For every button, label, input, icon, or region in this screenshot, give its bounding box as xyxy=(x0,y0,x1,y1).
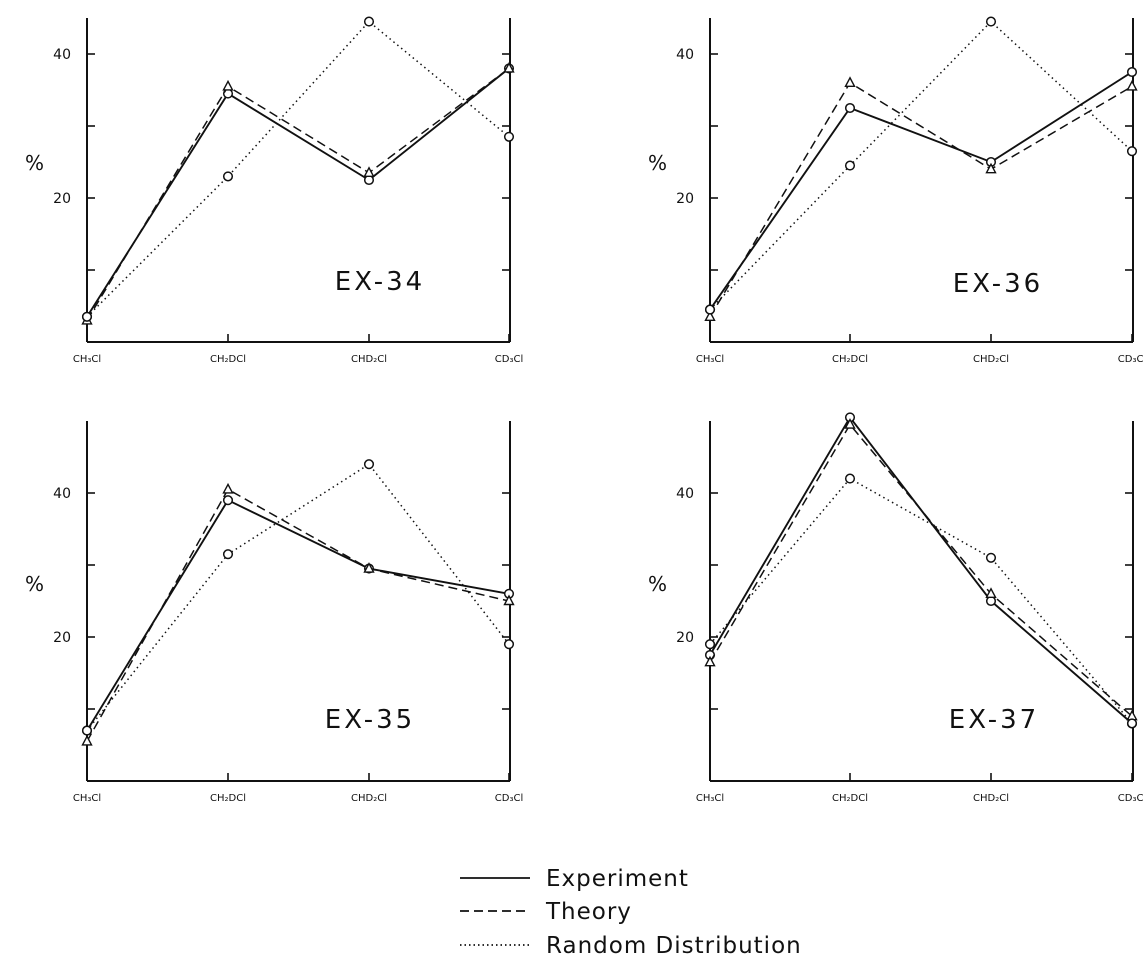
panel-title: EX-34 xyxy=(335,267,425,297)
x-tick-label: CHD₂Cl xyxy=(973,354,1009,365)
x-tick-label: CH₃Cl xyxy=(73,793,101,804)
series-line xyxy=(86,67,510,321)
data-point xyxy=(1126,146,1138,157)
data-point xyxy=(704,655,716,667)
data-point xyxy=(81,734,93,746)
y-tick-label: 20 xyxy=(53,630,71,646)
y-axis-label: % xyxy=(648,151,667,175)
x-tick-label: CH₃Cl xyxy=(696,354,724,365)
x-tick-label: CH₃Cl xyxy=(696,793,724,804)
data-point xyxy=(844,160,856,171)
series-line xyxy=(86,488,510,742)
data-point xyxy=(222,79,234,91)
data-point xyxy=(844,102,856,114)
x-tick-label: CH₂DCl xyxy=(832,354,868,365)
legend-label: Experiment xyxy=(546,866,689,892)
data-point xyxy=(844,76,856,88)
x-tick-label: CHD₂Cl xyxy=(351,793,387,804)
y-tick-label: 20 xyxy=(53,191,71,207)
legend-label: Theory xyxy=(545,899,632,925)
data-point xyxy=(222,482,234,494)
panel-title: EX-37 xyxy=(949,705,1039,735)
x-tick-label: CH₂DCl xyxy=(832,793,868,804)
y-tick-label: 40 xyxy=(53,47,71,63)
data-point xyxy=(844,418,856,429)
panel-title: EX-36 xyxy=(953,269,1043,299)
series-line xyxy=(709,81,1133,318)
data-point xyxy=(985,587,997,598)
data-point xyxy=(363,166,375,178)
data-point xyxy=(503,594,515,606)
y-axis-label: % xyxy=(25,572,44,596)
chart-panel: 20 40% CH₃Cl CH₂DCl CHD₂Cl CD₃Cl EX-37 xyxy=(648,412,1143,804)
data-point xyxy=(503,61,515,73)
x-tick-label: CD₃Cl xyxy=(495,354,523,365)
x-tick-label: CHD₂Cl xyxy=(351,354,387,365)
series-line xyxy=(709,423,1133,717)
data-point xyxy=(222,171,234,182)
data-point xyxy=(363,16,375,27)
chart-panel: 20 40% CH₃Cl CH₂DCl CHD₂Cl CD₃Cl EX-34 xyxy=(25,16,523,365)
data-point xyxy=(222,495,234,506)
y-tick-label: 20 xyxy=(676,630,694,646)
series-line xyxy=(86,20,510,318)
data-point xyxy=(985,552,997,563)
series-line xyxy=(86,67,510,318)
x-tick-label: CD₃Cl xyxy=(1118,793,1143,804)
data-point xyxy=(503,131,515,142)
data-point xyxy=(1126,718,1138,729)
x-tick-label: CH₃Cl xyxy=(73,354,101,365)
panel-title: EX-35 xyxy=(325,705,415,735)
series-line xyxy=(709,71,1133,311)
chart-panel: 20 40% CH₃Cl CH₂DCl CHD₂Cl CD₃Cl EX-36 xyxy=(648,16,1143,365)
y-tick-label: 40 xyxy=(53,486,71,502)
data-point xyxy=(985,162,997,174)
data-point xyxy=(363,562,375,573)
series-line xyxy=(709,20,1133,311)
series-line xyxy=(86,463,510,732)
x-tick-label: CD₃Cl xyxy=(495,793,523,804)
x-tick-label: CH₂DCl xyxy=(210,793,246,804)
legend-label: Random Distribution xyxy=(546,933,802,959)
series-line xyxy=(709,415,1133,725)
data-point xyxy=(844,473,856,484)
data-point xyxy=(81,311,93,322)
series-line xyxy=(86,498,510,732)
y-axis-label: % xyxy=(648,572,667,596)
panels: 20 40% CH₃Cl CH₂DCl CHD₂Cl CD₃Cl EX-34 20 40% CH₃… xyxy=(25,16,1143,804)
data-point xyxy=(81,725,93,736)
data-point xyxy=(222,549,234,560)
data-point xyxy=(704,310,716,321)
data-point xyxy=(704,639,716,650)
y-tick-label: 40 xyxy=(676,486,694,502)
y-tick-label: 20 xyxy=(676,191,694,207)
y-axis-label: % xyxy=(25,151,44,175)
data-point xyxy=(503,639,515,650)
x-tick-label: CH₂DCl xyxy=(210,354,246,365)
data-point xyxy=(363,459,375,470)
legend: Experiment Theory Random Distribution xyxy=(460,866,802,959)
data-point xyxy=(704,304,716,315)
x-tick-label: CHD₂Cl xyxy=(973,793,1009,804)
data-point xyxy=(1126,66,1138,78)
y-tick-label: 40 xyxy=(676,47,694,63)
series-line xyxy=(709,477,1133,724)
x-tick-label: CD₃Cl xyxy=(1118,354,1143,365)
data-point xyxy=(985,16,997,27)
data-point xyxy=(1126,79,1138,91)
chart-panel: 20 40% CH₃Cl CH₂DCl CHD₂Cl CD₃Cl EX-35 xyxy=(25,421,523,804)
